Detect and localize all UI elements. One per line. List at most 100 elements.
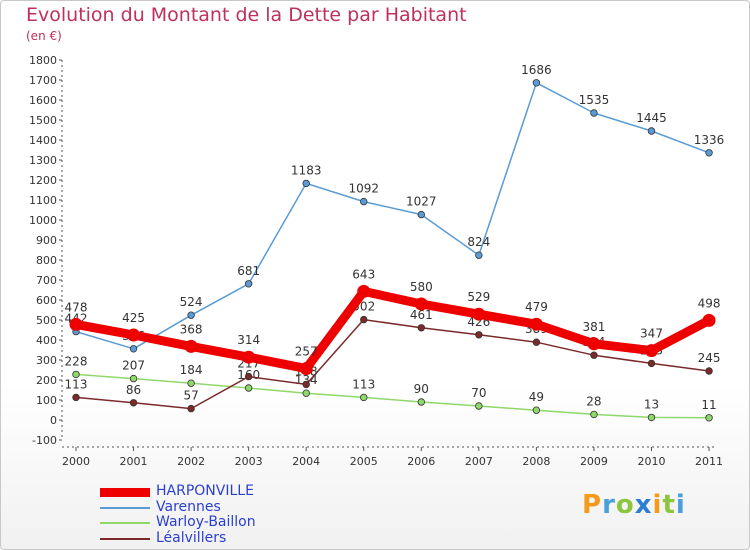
point-l-alvillers bbox=[590, 351, 598, 359]
point-l-alvillers bbox=[360, 315, 368, 324]
point-varennes bbox=[532, 79, 541, 87]
logo-letter: r bbox=[602, 490, 616, 520]
point-harponville bbox=[587, 337, 601, 351]
data-label-harponville: 347 bbox=[640, 327, 663, 341]
y-tick-label: 1200 bbox=[29, 174, 57, 187]
data-label-warloy-baillon: 49 bbox=[529, 390, 544, 404]
x-tick-label: 2001 bbox=[120, 455, 148, 468]
chart-subtitle: (en €) bbox=[26, 29, 62, 43]
data-label-varennes: 824 bbox=[467, 235, 490, 249]
point-varennes bbox=[647, 127, 656, 135]
x-tick-label: 2008 bbox=[522, 455, 550, 468]
point-l-alvillers bbox=[129, 399, 138, 407]
point-warloy-baillon bbox=[244, 384, 253, 392]
data-label-harponville: 425 bbox=[122, 311, 145, 325]
point-l-alvillers bbox=[417, 324, 425, 332]
data-label-warloy-baillon: 70 bbox=[471, 386, 486, 400]
data-label-varennes: 681 bbox=[237, 264, 260, 278]
y-tick-label: 500 bbox=[36, 314, 57, 327]
point-varennes bbox=[417, 210, 425, 219]
x-tick-label: 2002 bbox=[177, 455, 205, 468]
legend-swatch-l-alvillers bbox=[100, 538, 150, 540]
point-warloy-baillon bbox=[532, 406, 541, 414]
point-warloy-baillon bbox=[647, 413, 656, 422]
series-line-warloy-baillon bbox=[75, 373, 710, 419]
data-label-warloy-baillon: 11 bbox=[701, 398, 716, 412]
data-label-l-alvillers: 57 bbox=[183, 389, 198, 403]
data-label-warloy-baillon: 207 bbox=[122, 359, 145, 373]
point-harponville bbox=[645, 344, 658, 358]
point-warloy-baillon bbox=[302, 389, 310, 397]
y-tick-label: 900 bbox=[36, 234, 57, 247]
data-label-warloy-baillon: 13 bbox=[644, 397, 659, 411]
y-tick-label: 1300 bbox=[29, 154, 57, 167]
point-harponville bbox=[472, 307, 486, 321]
point-l-alvillers bbox=[532, 338, 541, 346]
point-warloy-baillon bbox=[475, 402, 483, 410]
point-l-alvillers bbox=[72, 393, 80, 402]
point-varennes bbox=[302, 179, 310, 188]
y-tick-label: 1000 bbox=[29, 214, 57, 227]
x-tick-label: 2007 bbox=[465, 455, 493, 468]
point-warloy-baillon bbox=[360, 393, 368, 402]
point-l-alvillers bbox=[187, 404, 195, 413]
y-tick-label: 800 bbox=[36, 254, 57, 267]
data-label-varennes: 1336 bbox=[694, 133, 725, 147]
series-line-harponville bbox=[71, 286, 714, 374]
data-label-warloy-baillon: 90 bbox=[414, 382, 429, 396]
y-tick-label: 100 bbox=[36, 394, 57, 407]
x-tick-label: 2010 bbox=[638, 455, 666, 468]
data-label-varennes: 1686 bbox=[521, 63, 552, 77]
point-harponville bbox=[69, 317, 83, 331]
y-tick-label: 1500 bbox=[29, 114, 57, 127]
x-tick-label: 2004 bbox=[292, 455, 320, 468]
data-label-harponville: 314 bbox=[237, 333, 260, 347]
data-label-harponville: 479 bbox=[525, 300, 548, 314]
data-label-warloy-baillon: 28 bbox=[586, 394, 601, 408]
point-harponville bbox=[357, 284, 371, 298]
point-harponville bbox=[529, 317, 543, 331]
point-varennes bbox=[475, 251, 483, 259]
logo-letter: i bbox=[652, 490, 663, 520]
y-tick-label: 600 bbox=[36, 294, 57, 307]
point-varennes bbox=[705, 149, 713, 157]
legend-swatch-warloy-baillon bbox=[100, 522, 150, 524]
point-varennes bbox=[360, 197, 368, 206]
data-label-warloy-baillon: 228 bbox=[65, 354, 88, 368]
y-tick-label: -100 bbox=[32, 434, 57, 447]
logo-letter: o bbox=[615, 490, 635, 520]
y-tick-label: 200 bbox=[36, 374, 57, 387]
point-harponville bbox=[127, 328, 141, 342]
y-tick-label: 1600 bbox=[29, 94, 57, 107]
data-label-varennes: 524 bbox=[180, 295, 203, 309]
data-label-harponville: 643 bbox=[352, 267, 375, 281]
point-l-alvillers bbox=[302, 380, 310, 389]
data-label-l-alvillers: 113 bbox=[65, 377, 88, 391]
brand-logo: Proxiti bbox=[582, 490, 686, 520]
point-harponville bbox=[702, 313, 716, 327]
legend-label-varennes: Varennes bbox=[156, 499, 221, 515]
point-varennes bbox=[187, 311, 195, 319]
y-tick-label: 1700 bbox=[29, 74, 57, 87]
logo-letter: x bbox=[634, 490, 653, 520]
data-label-l-alvillers: 86 bbox=[126, 383, 141, 397]
y-tick-label: 400 bbox=[36, 334, 57, 347]
logo-letter: P bbox=[582, 490, 603, 520]
data-label-varennes: 1183 bbox=[291, 163, 322, 177]
data-label-l-alvillers: 461 bbox=[410, 308, 433, 322]
point-warloy-baillon bbox=[417, 398, 425, 406]
chart-title: Evolution du Montant de la Dette par Hab… bbox=[26, 4, 467, 26]
y-tick-label: 1400 bbox=[29, 134, 57, 147]
point-harponville bbox=[299, 362, 313, 376]
point-l-alvillers bbox=[647, 359, 656, 368]
data-label-l-alvillers: 245 bbox=[698, 351, 721, 365]
legend-label-warloy-baillon: Warloy-Baillon bbox=[156, 514, 256, 530]
point-varennes bbox=[590, 109, 598, 117]
data-label-varennes: 1092 bbox=[348, 182, 379, 196]
series-line-l-alvillers bbox=[75, 318, 710, 410]
point-varennes bbox=[129, 345, 138, 353]
data-label-harponville: 368 bbox=[180, 322, 203, 336]
point-l-alvillers bbox=[705, 367, 713, 375]
